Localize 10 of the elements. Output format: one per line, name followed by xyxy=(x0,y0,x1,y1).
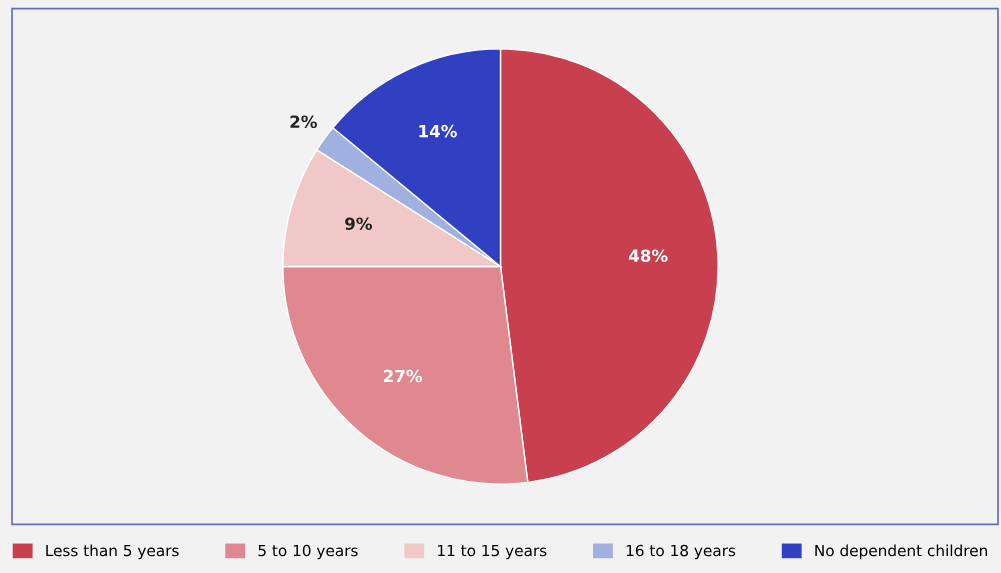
legend-label: Less than 5 years xyxy=(46,544,179,560)
data-label: 14% xyxy=(419,124,457,138)
legend-label: 5 to 10 years xyxy=(258,544,358,560)
legend-label: No dependent children xyxy=(815,544,987,560)
legend-label: 11 to 15 years xyxy=(438,544,547,560)
legend-label: 16 to 18 years xyxy=(626,544,736,560)
data-label: 2% xyxy=(290,115,317,129)
data-label: 27% xyxy=(384,369,423,383)
data-label: 48% xyxy=(628,249,668,262)
data-label: 9% xyxy=(345,217,373,230)
